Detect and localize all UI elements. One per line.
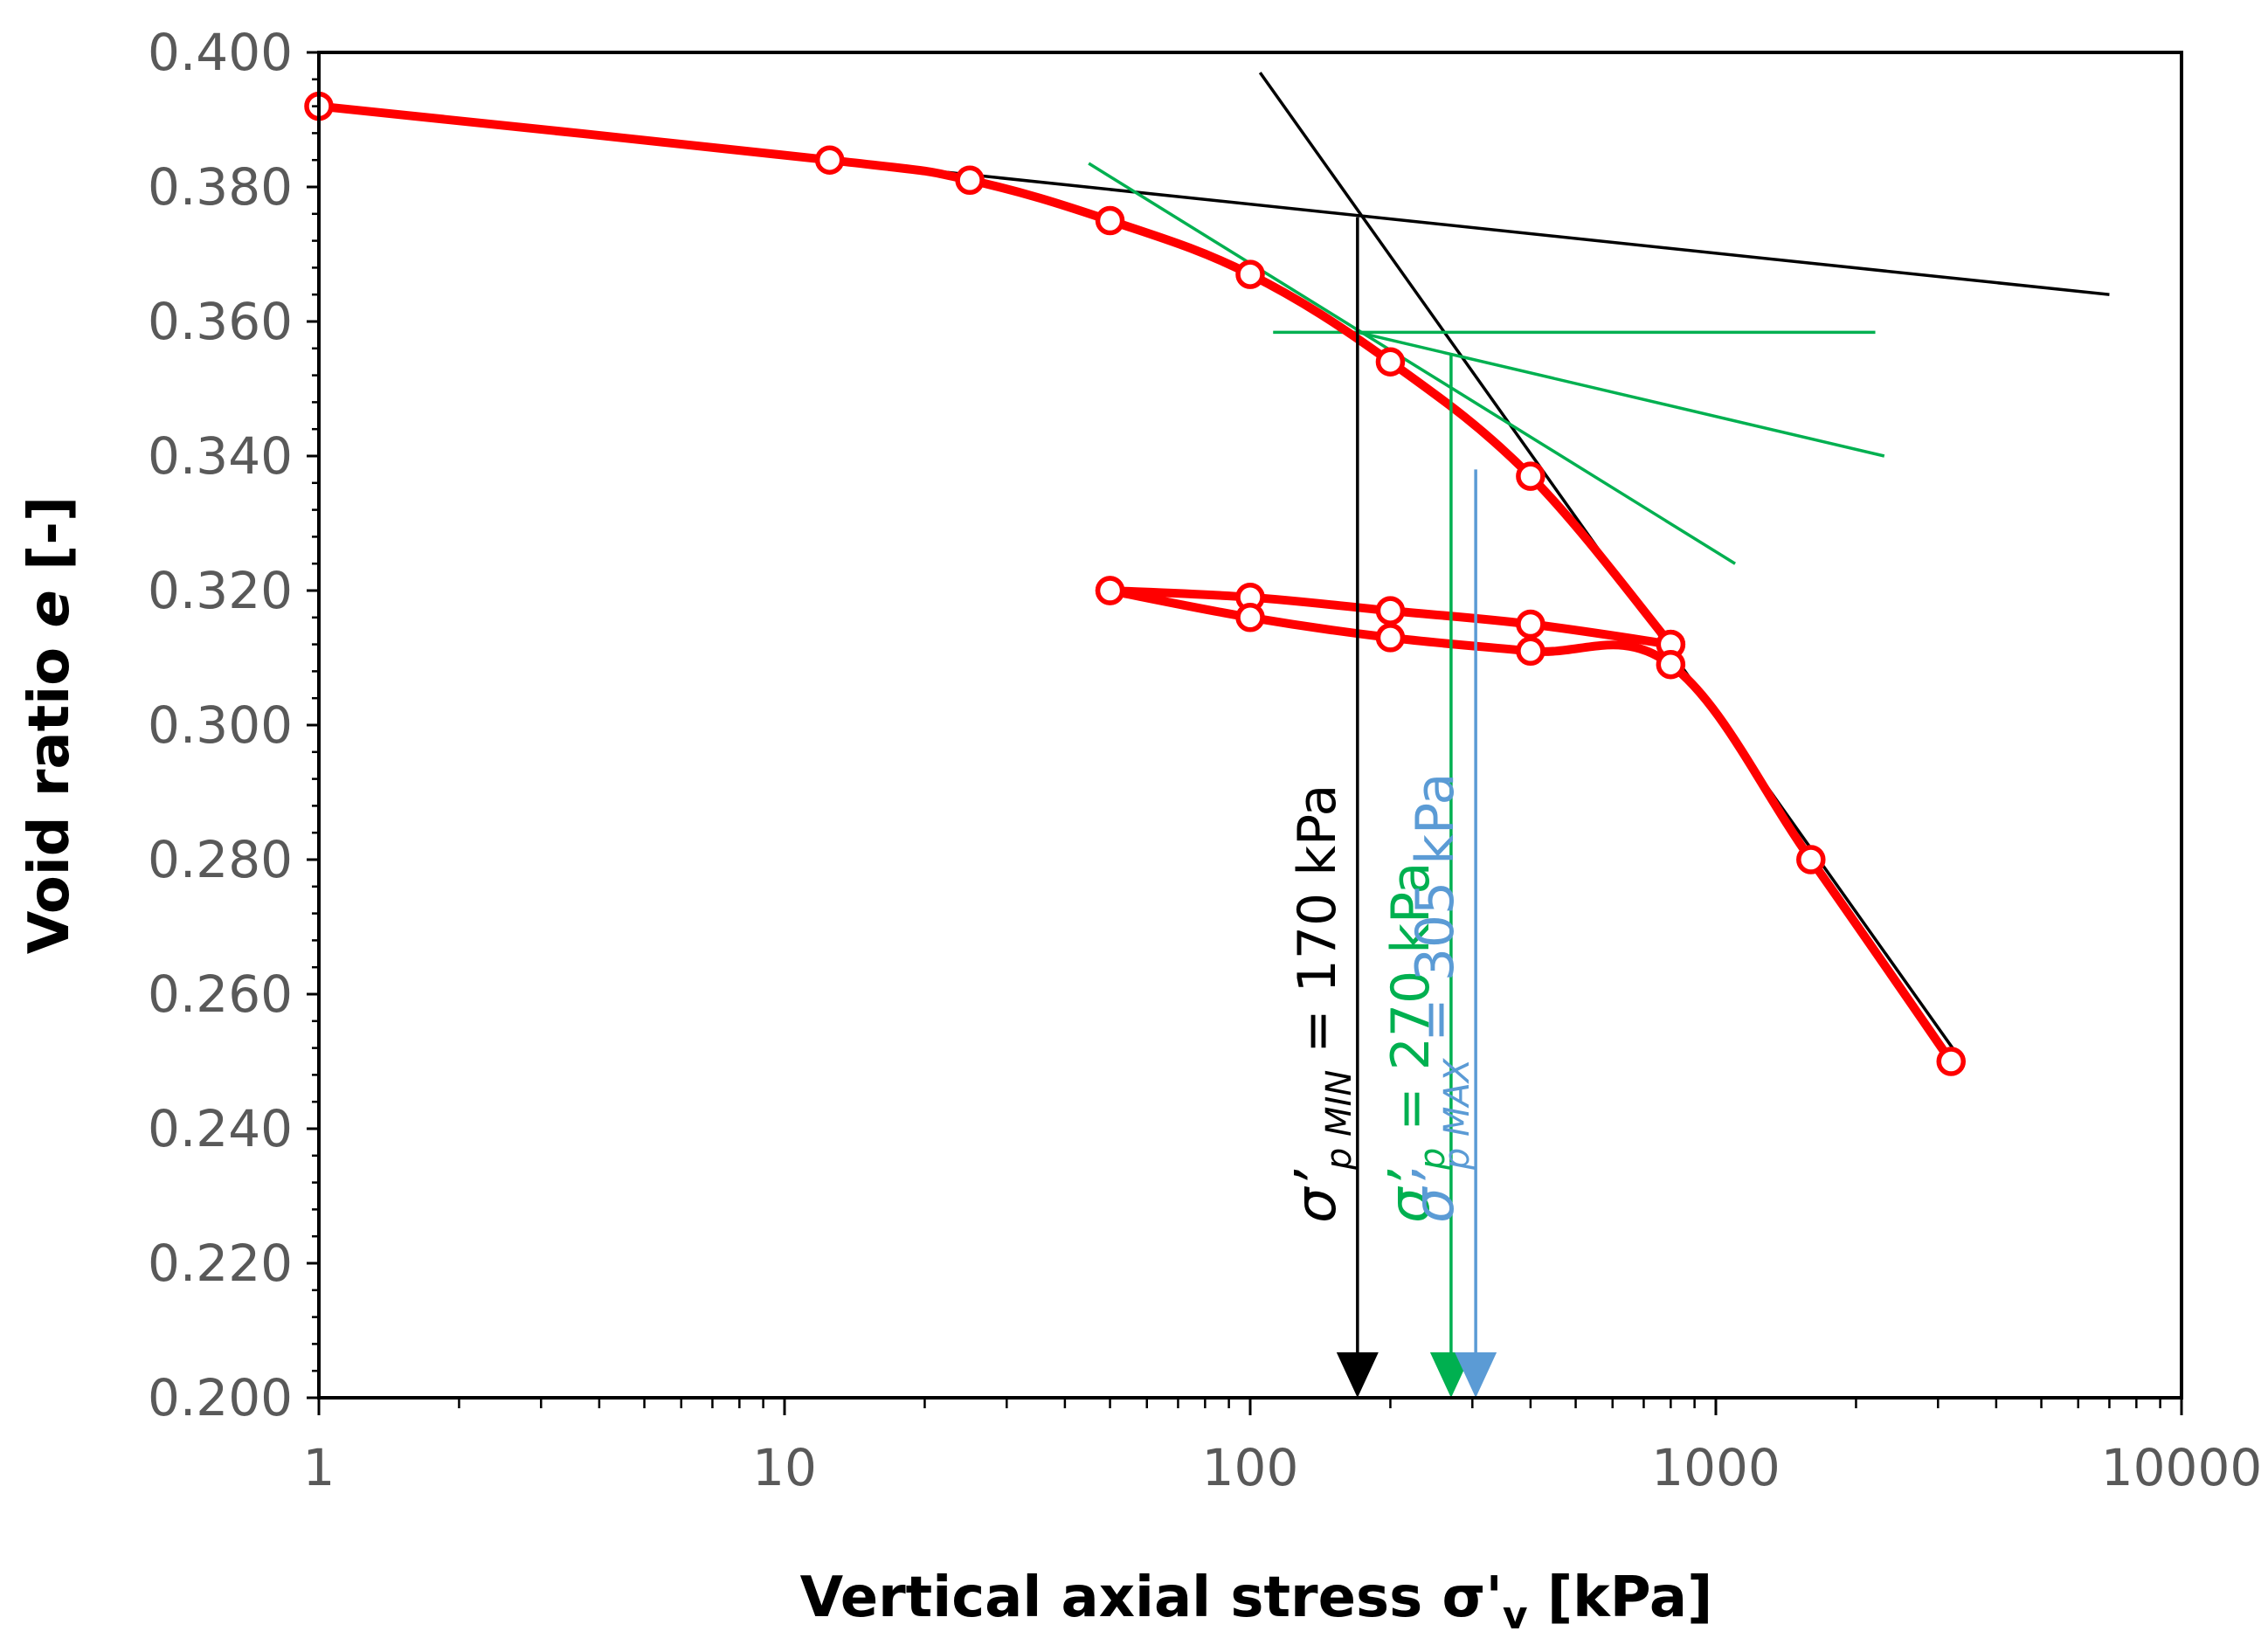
data-point-loading <box>955 165 985 196</box>
tangent-line <box>1088 162 1736 565</box>
y-axis-title: Void ratio e [-] <box>17 496 82 954</box>
y-tick-label: 0.240 <box>148 1099 293 1158</box>
data-point-loading <box>1095 205 1125 236</box>
sigma-p-label-value: = 270 kPa <box>1380 862 1442 1148</box>
data-point-reloading <box>1656 649 1686 680</box>
y-tick-label: 0.340 <box>148 426 293 486</box>
x-tick-label: 1000 <box>1651 1438 1781 1497</box>
annotation-arrows <box>1336 217 1497 1398</box>
sigma-p-min-label-value: = 170 kPa <box>1287 784 1348 1070</box>
data-point-reloading <box>1235 603 1265 632</box>
sigma-p-max-label: σ’p MAX = 305 kPa <box>1402 773 1477 1223</box>
sigma-p-label-symbol: σ’ <box>1378 1169 1442 1223</box>
sigma-p-max-label-value: = 305 kPa <box>1405 773 1466 1059</box>
data-point-loading <box>1375 347 1406 377</box>
series-loading-line <box>315 101 1676 649</box>
y-tick-label: 0.280 <box>148 830 293 889</box>
data-point-reloading <box>1516 636 1545 667</box>
data-point-reloading <box>1095 576 1125 605</box>
x-tick-label: 100 <box>1202 1438 1299 1497</box>
data-point-loading <box>814 145 845 175</box>
sigma-p-label: σ’p = 270 kPa <box>1378 862 1453 1223</box>
data-point-loading <box>1235 259 1265 289</box>
y-tick-label: 0.260 <box>148 964 293 1024</box>
y-tick-label: 0.220 <box>148 1234 293 1293</box>
x-tick-label: 1 <box>303 1438 335 1497</box>
sigma-p-min-label-subscript: p MIN <box>1319 1070 1359 1171</box>
y-tick-label: 0.200 <box>148 1368 293 1427</box>
y-axis-title-variable: e <box>17 590 82 627</box>
axes <box>307 51 2183 1415</box>
sigma-p-label-subscript: p <box>1413 1148 1453 1171</box>
data-point-reloading <box>1375 623 1406 653</box>
y-tick-label: 0.300 <box>148 695 293 755</box>
data-point-loading <box>1516 461 1545 491</box>
y-tick-label: 0.320 <box>148 561 293 620</box>
sigma-p-min-label-symbol: σ’ <box>1284 1169 1349 1223</box>
sigma-p-max-label-subscript: p MAX <box>1437 1057 1477 1171</box>
x-axis-title: Vertical axial stress σ'v [kPa] <box>800 1566 1713 1638</box>
tick-labels: 0.200 0.220 0.240 0.260 0.280 0.300 0.320 0.340… <box>148 23 2262 1497</box>
sigma-p-max-label-symbol: σ’ <box>1402 1169 1467 1223</box>
sigma-p-min-arrow-head <box>1336 1352 1379 1398</box>
data-point-unloading <box>1516 609 1545 639</box>
y-tick-label: 0.400 <box>148 23 293 82</box>
data-point-unloading <box>1375 596 1406 626</box>
x-tick-label: 10 <box>752 1438 817 1497</box>
sigma-p-min-label: σ’p MIN = 170 kPa <box>1284 784 1359 1223</box>
sigma-p-max-arrow-head <box>1455 1352 1497 1398</box>
x-axis-title-subscript: v <box>1503 1593 1528 1638</box>
data-point-reloading <box>1796 845 1826 874</box>
y-tick-label: 0.380 <box>148 157 293 217</box>
y-tick-label: 0.360 <box>148 292 293 351</box>
data-point-reloading <box>1936 1047 1966 1076</box>
x-tick-label: 10000 <box>2101 1438 2263 1497</box>
bisector-line <box>1357 330 1885 458</box>
